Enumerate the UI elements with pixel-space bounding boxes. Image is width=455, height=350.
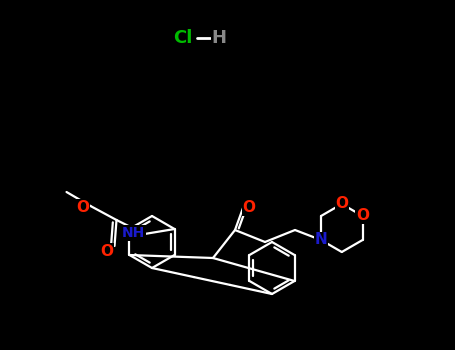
Text: O: O — [243, 201, 256, 216]
Text: Cl: Cl — [173, 29, 192, 47]
Text: O: O — [335, 196, 348, 211]
Text: NH: NH — [122, 226, 145, 240]
Text: O: O — [76, 199, 89, 215]
Text: O: O — [356, 209, 369, 224]
Text: H: H — [212, 29, 227, 47]
Text: O: O — [100, 244, 113, 259]
Text: N: N — [314, 232, 328, 247]
